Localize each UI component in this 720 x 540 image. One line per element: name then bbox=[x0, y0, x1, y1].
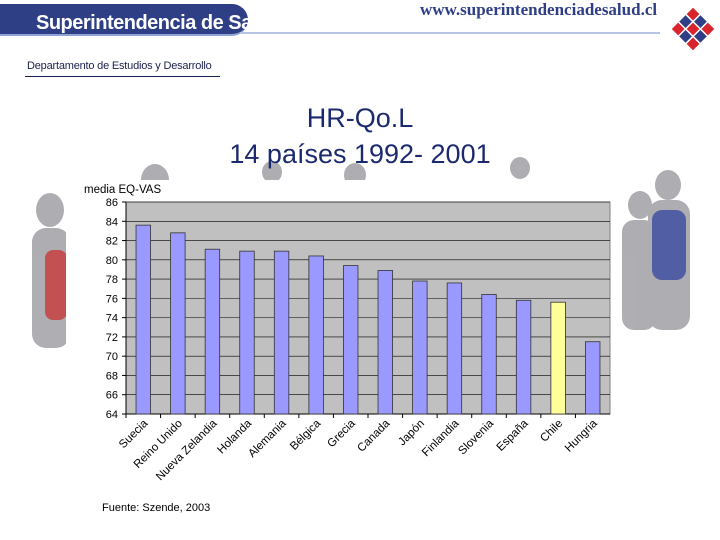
bar-canada bbox=[377, 270, 393, 415]
bar-bélgica bbox=[308, 255, 324, 415]
bar-suecia bbox=[135, 224, 151, 415]
chart-source-note: Fuente: Szende, 2003 bbox=[102, 502, 211, 514]
slide-title-line2: 14 países 1992- 2001 bbox=[229, 139, 491, 169]
chart-panel: 64 66 68 70 72 74 76 78 80 82 84 86 media EQ-VAS Suec… bbox=[66, 180, 622, 518]
bar-españa bbox=[515, 299, 532, 415]
bar-reino-unido bbox=[170, 232, 186, 415]
institution-logo-icon bbox=[671, 7, 715, 51]
x-tick-label: Finlandia bbox=[420, 417, 462, 459]
x-tick-label: Hungria bbox=[563, 417, 600, 454]
x-tick-label: Suecia bbox=[117, 417, 151, 451]
department-underline bbox=[25, 76, 220, 77]
slide-title-line1: HR-Qo.L bbox=[306, 103, 414, 133]
bar-japón bbox=[412, 280, 428, 415]
x-tick-label: Canada bbox=[355, 417, 392, 454]
slide-title: HR-Qo.L 14 países 1992- 2001 bbox=[0, 100, 720, 172]
department-label: Departamento de Estudios y Desarrollo bbox=[27, 60, 212, 72]
y-tick-label: 86 bbox=[106, 197, 118, 209]
brand-banner: Superintendencia de Salud bbox=[0, 4, 281, 36]
header: Superintendencia de Salud www.superinten… bbox=[0, 0, 720, 36]
bar-nueva-zelandia bbox=[204, 248, 221, 415]
y-tick-label: 78 bbox=[106, 274, 118, 286]
y-tick-label: 82 bbox=[106, 236, 118, 248]
x-tick-label: Slovenia bbox=[456, 417, 496, 457]
bar-chile bbox=[550, 301, 566, 415]
bar-slovenia bbox=[481, 294, 497, 415]
y-tick-label: 74 bbox=[106, 313, 118, 325]
header-divider bbox=[240, 32, 660, 34]
x-tick-label: Bélgica bbox=[288, 417, 324, 453]
y-tick-label: 70 bbox=[106, 351, 118, 363]
x-tick-label: Chile bbox=[538, 418, 565, 445]
y-tick-label: 80 bbox=[106, 255, 118, 267]
y-tick-label: 64 bbox=[106, 409, 118, 421]
y-tick-label: 68 bbox=[106, 370, 118, 382]
x-tick-label: Grecia bbox=[325, 417, 358, 450]
x-tick-label: Nueva Zelandia bbox=[154, 417, 220, 483]
bar-alemania bbox=[273, 250, 290, 415]
y-tick-label: 76 bbox=[106, 293, 118, 305]
bar-hungria bbox=[585, 341, 601, 415]
y-tick-label: 84 bbox=[106, 216, 118, 228]
y-tick-label: 72 bbox=[106, 332, 118, 344]
brand-title: Superintendencia de Salud bbox=[36, 12, 281, 34]
plot-area bbox=[125, 201, 611, 415]
x-tick-label: Japón bbox=[396, 418, 427, 449]
x-tick-label: Alemania bbox=[246, 417, 289, 460]
y-axis-label: media EQ-VAS bbox=[84, 184, 161, 196]
y-tick-label: 66 bbox=[106, 390, 118, 402]
bar-holanda bbox=[239, 250, 255, 415]
bar-grecia bbox=[343, 265, 359, 415]
x-tick-label: España bbox=[495, 417, 531, 453]
bar-finlandia bbox=[446, 282, 463, 415]
site-url-link[interactable]: www.superintendenciadesalud.cl bbox=[420, 0, 658, 19]
